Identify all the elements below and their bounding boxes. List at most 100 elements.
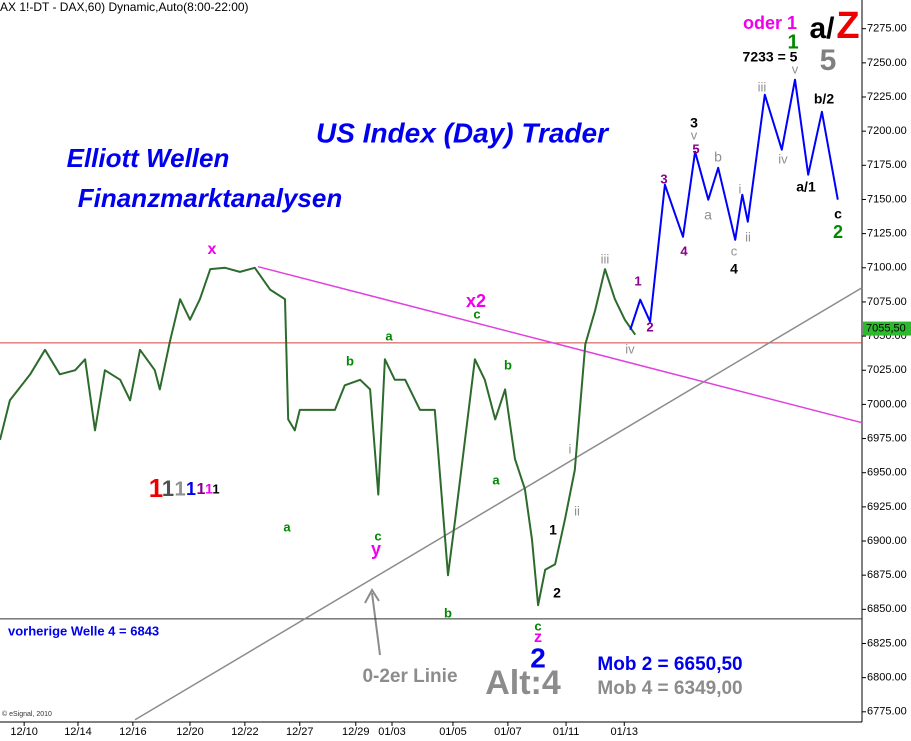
x-tick-label: 01/03 — [378, 726, 406, 738]
annotation: b — [714, 149, 722, 165]
y-tick-label: 7200.00 — [867, 125, 907, 137]
y-tick-label: 7225.00 — [867, 91, 907, 103]
annotation: v — [691, 127, 698, 142]
annotation: ii — [574, 503, 580, 518]
last-price-label: 7055,50 — [866, 322, 906, 334]
x-tick-label: 01/07 — [494, 726, 522, 738]
annotation: 3 — [690, 115, 698, 131]
annotation: c — [374, 528, 381, 543]
annotation: oder 1 — [743, 13, 797, 33]
annotation: 1 — [634, 273, 641, 288]
annotation: a — [385, 328, 393, 343]
y-tick-label: 6775.00 — [867, 706, 907, 718]
y-tick-label: 6925.00 — [867, 501, 907, 513]
annotation: 1 — [549, 522, 557, 538]
annotation: 1 — [212, 481, 219, 496]
annotation: 3 — [660, 171, 667, 186]
annotation: 1 — [186, 479, 196, 499]
annotation: x — [208, 241, 217, 258]
annotation: a/ — [809, 12, 835, 45]
x-tick-label: 12/29 — [342, 726, 370, 738]
annotation: x2 — [466, 291, 486, 311]
annotation: Z — [836, 5, 859, 47]
annotation: a — [492, 472, 500, 487]
annotation: iv — [625, 341, 635, 356]
annotation: b — [444, 605, 452, 620]
x-tick-label: 12/27 — [286, 726, 314, 738]
x-tick-label: 12/16 — [119, 726, 147, 738]
annotation: 1 — [162, 476, 174, 501]
annotation: ii — [745, 229, 751, 244]
y-tick-label: 6850.00 — [867, 603, 907, 615]
annotation: i — [569, 441, 572, 456]
annotation-arrowhead — [364, 588, 380, 604]
trend-line — [257, 265, 863, 424]
trend-line — [134, 287, 863, 721]
y-tick-label: 7275.00 — [867, 23, 907, 35]
source: © eSignal, 2010 — [2, 710, 52, 718]
y-tick-label: 6875.00 — [867, 569, 907, 581]
annotation: 1 — [174, 478, 185, 500]
x-tick-label: 01/11 — [553, 726, 580, 738]
y-tick-label: 6825.00 — [867, 637, 907, 649]
x-tick-label: 12/14 — [64, 726, 92, 738]
annotation: 7233 = 5 — [743, 49, 798, 65]
annotation: c — [731, 243, 738, 258]
x-tick-label: 01/13 — [610, 726, 638, 738]
y-tick-label: 6800.00 — [867, 672, 907, 684]
annotation: 4 — [730, 261, 738, 277]
annotation: Alt:4 — [485, 664, 561, 702]
x-tick-label: 12/10 — [10, 726, 38, 738]
annotation: iii — [601, 251, 610, 266]
annotation: 0-2er Linie — [362, 666, 457, 687]
price-line — [0, 266, 637, 607]
x-tick-label: 12/20 — [176, 726, 204, 738]
annotation-arrow — [371, 592, 381, 656]
annotation: US Index (Day) Trader — [316, 117, 610, 148]
y-tick-label: 6975.00 — [867, 432, 907, 444]
chart-title: (AX 1!-DT - DAX,60) Dynamic,Auto(8:00-22… — [0, 0, 249, 14]
annotation: a — [283, 519, 291, 534]
x-tick-label: 12/22 — [231, 726, 259, 738]
annotation: 2 — [530, 642, 546, 673]
y-tick-label: 7125.00 — [867, 228, 907, 240]
y-tick-label: 6950.00 — [867, 467, 907, 479]
y-tick-label: 7250.00 — [867, 57, 907, 69]
annotation: 2 — [553, 585, 561, 601]
x-tick-label: 01/05 — [439, 726, 467, 738]
annotation: 4 — [680, 243, 688, 258]
y-tick-label: 7075.00 — [867, 296, 907, 308]
annotation: v — [792, 61, 799, 76]
y-tick-label: 7100.00 — [867, 262, 907, 274]
annotation: iv — [778, 151, 788, 166]
annotation: 5 — [820, 44, 837, 77]
y-tick-label: 7175.00 — [867, 159, 907, 171]
annotation: 1 — [787, 31, 798, 53]
annotation: iii — [758, 79, 767, 94]
annotation: a/1 — [796, 179, 816, 195]
annotation: c — [534, 618, 541, 633]
annotation: vorherige Welle 4 = 6843 — [8, 623, 159, 638]
price-line — [629, 78, 839, 331]
annotation: z — [534, 629, 542, 646]
annotation: 2 — [646, 319, 653, 334]
y-tick-label: 7150.00 — [867, 193, 907, 205]
annotation: c — [473, 306, 480, 321]
y-tick-label: 7000.00 — [867, 398, 907, 410]
annotation: i — [739, 181, 742, 196]
y-tick-label: 7025.00 — [867, 364, 907, 376]
annotation: Mob 2 = 6650,50 — [597, 654, 742, 675]
y-tick-label: 6900.00 — [867, 535, 907, 547]
annotation: Elliott Wellen — [67, 143, 230, 173]
annotation: b — [504, 357, 512, 372]
annotation: Mob 4 = 6349,00 — [597, 678, 742, 699]
annotation: 1 — [149, 473, 163, 503]
last-price-box — [863, 321, 911, 336]
annotation: Finanzmarktanalysen — [78, 183, 342, 213]
annotation: 1 — [197, 481, 206, 498]
annotation: 5 — [692, 141, 699, 156]
annotation: a — [704, 207, 712, 223]
annotation: b — [346, 353, 354, 368]
